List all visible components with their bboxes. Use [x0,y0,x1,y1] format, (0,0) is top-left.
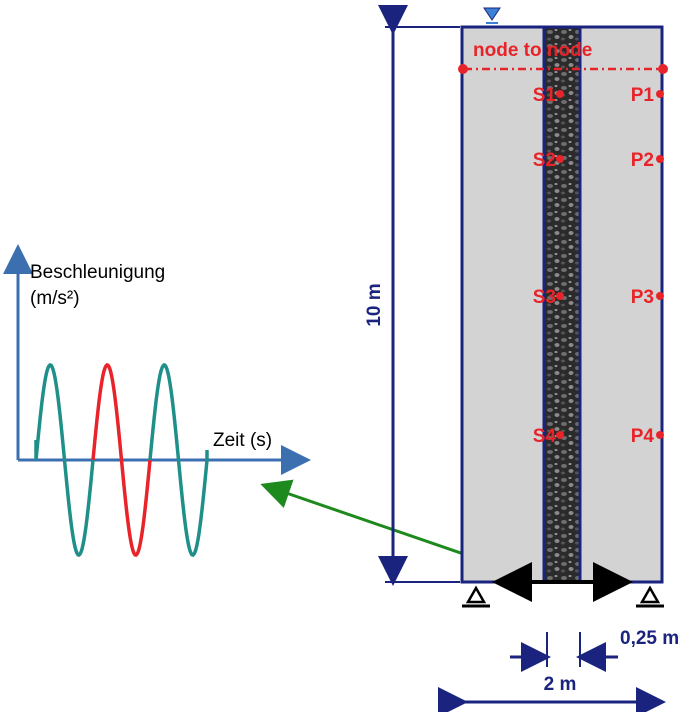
graph: Beschleunigung (m/s²) Zeit (s) [2,244,311,557]
width-label: 2 m [544,674,577,695]
stone-width-label: 0,25 m [620,628,679,649]
wave-highlight [91,363,152,557]
pile-point [656,292,664,300]
soil-point-label: S1 [533,85,557,106]
pile-point [656,431,664,439]
wave [34,363,95,557]
soil-point [556,431,564,439]
support [639,585,661,604]
y-label: Beschleunigung [30,262,165,283]
soil-point-label: S2 [533,150,556,171]
x-label: Zeit (s) [213,430,272,451]
pile-point-label: P2 [631,150,654,171]
water-level [483,7,501,21]
pile-point-label: P1 [631,85,655,106]
soil-point [556,90,564,98]
soil-point [556,292,564,300]
stone-column [542,25,582,584]
soil-point [556,155,564,163]
soil-point-label: S4 [533,426,557,447]
pile-point [656,90,664,98]
height-label: 10 m [364,283,385,326]
pile-point-label: P3 [631,287,654,308]
wave [148,363,209,557]
support [465,585,487,604]
y-label: (m/s²) [30,288,80,309]
soil-point-label: S3 [533,287,556,308]
column: node to node S1 P1 S2 P2 S3 P3 S4 P4 [458,7,668,584]
node [658,64,668,74]
pile-point-label: P4 [631,426,655,447]
line-label: node to node [473,40,592,61]
pile-point [656,155,664,163]
node [458,64,468,74]
